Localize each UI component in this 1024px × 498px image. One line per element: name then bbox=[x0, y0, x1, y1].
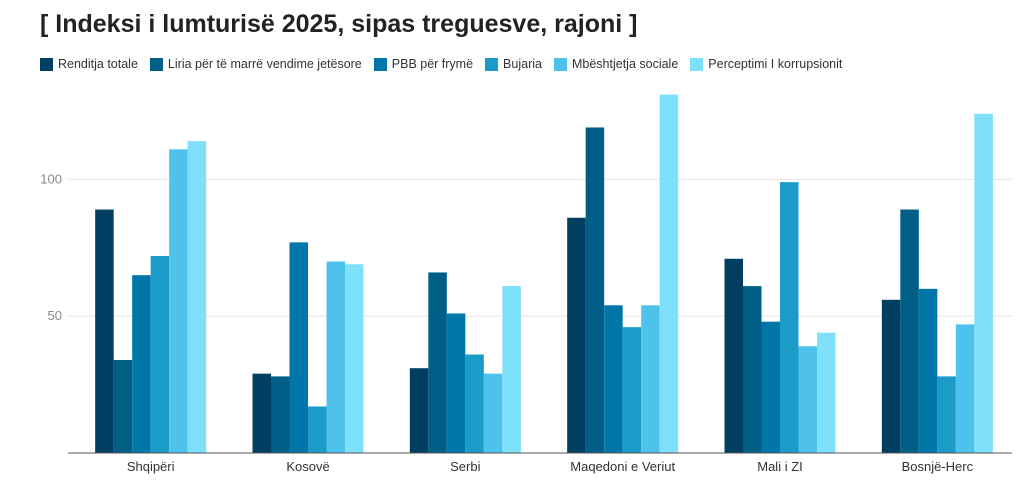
bar bbox=[428, 272, 447, 453]
bar bbox=[345, 264, 364, 453]
legend-swatch bbox=[149, 57, 163, 71]
chart-title: [ Indeksi i lumturisë 2025, sipas tregue… bbox=[40, 10, 638, 38]
legend-item: Mbështjetja sociale bbox=[553, 57, 679, 71]
bar bbox=[502, 286, 521, 453]
x-tick-label: Bosnjë-Herc bbox=[902, 459, 974, 474]
legend-item: Bujaria bbox=[485, 57, 542, 71]
bar bbox=[724, 258, 743, 453]
legend-swatch bbox=[373, 57, 387, 71]
legend-item: PBB për frymë bbox=[373, 57, 474, 71]
bar bbox=[326, 261, 345, 453]
bar bbox=[567, 217, 586, 453]
bar bbox=[780, 182, 799, 453]
bar bbox=[252, 373, 271, 453]
legend-label: Liria për të marrë vendime jetësore bbox=[167, 57, 362, 71]
bar bbox=[187, 141, 207, 453]
legend-swatch bbox=[485, 57, 499, 71]
bar bbox=[289, 242, 308, 453]
bar bbox=[937, 376, 956, 453]
bar bbox=[95, 209, 114, 453]
bar bbox=[585, 127, 605, 453]
bar bbox=[955, 324, 975, 453]
bar bbox=[446, 313, 466, 453]
legend-swatch bbox=[40, 57, 53, 71]
bar bbox=[881, 299, 901, 453]
bar bbox=[409, 368, 429, 453]
bar bbox=[271, 376, 290, 453]
bar bbox=[113, 359, 133, 453]
legend-label: Perceptimi I korrupsionit bbox=[708, 57, 843, 71]
legend-item: Perceptimi I korrupsionit bbox=[690, 57, 842, 71]
bar bbox=[308, 406, 327, 453]
bar bbox=[150, 256, 170, 453]
y-tick-label: 50 bbox=[48, 308, 62, 323]
legend-label: Mbështjetja sociale bbox=[571, 57, 679, 71]
bar bbox=[817, 332, 836, 453]
bar bbox=[465, 354, 484, 453]
legend-label: Renditja totale bbox=[58, 57, 138, 71]
y-tick-label: 100 bbox=[40, 171, 62, 186]
x-tick-label: Shqipëri bbox=[127, 459, 175, 474]
bar bbox=[132, 275, 151, 453]
bar bbox=[483, 373, 503, 453]
chart-legend: Renditja totale Liria për të marrë vendim… bbox=[40, 57, 854, 71]
x-tick-label: Mali i ZI bbox=[757, 459, 803, 474]
x-tick-label: Serbi bbox=[450, 459, 480, 474]
bar bbox=[169, 149, 188, 454]
bar bbox=[743, 286, 762, 453]
bar bbox=[798, 346, 817, 453]
legend-label: PBB për frymë bbox=[391, 57, 474, 71]
legend-label: Bujaria bbox=[503, 57, 542, 71]
legend-swatch bbox=[553, 57, 567, 71]
x-tick-label: Maqedoni e Veriut bbox=[570, 459, 675, 474]
bar bbox=[622, 327, 642, 453]
bar bbox=[659, 94, 679, 453]
bar bbox=[761, 321, 780, 453]
bar bbox=[900, 209, 919, 453]
bar bbox=[974, 113, 993, 454]
legend-swatch bbox=[690, 57, 704, 71]
x-tick-label: Kosovë bbox=[286, 459, 329, 474]
legend-item: Liria për të marrë vendime jetësore bbox=[149, 57, 362, 71]
bar bbox=[604, 305, 623, 453]
bar bbox=[641, 305, 660, 453]
legend-item: Renditja totale bbox=[40, 57, 138, 71]
bar bbox=[918, 288, 938, 453]
